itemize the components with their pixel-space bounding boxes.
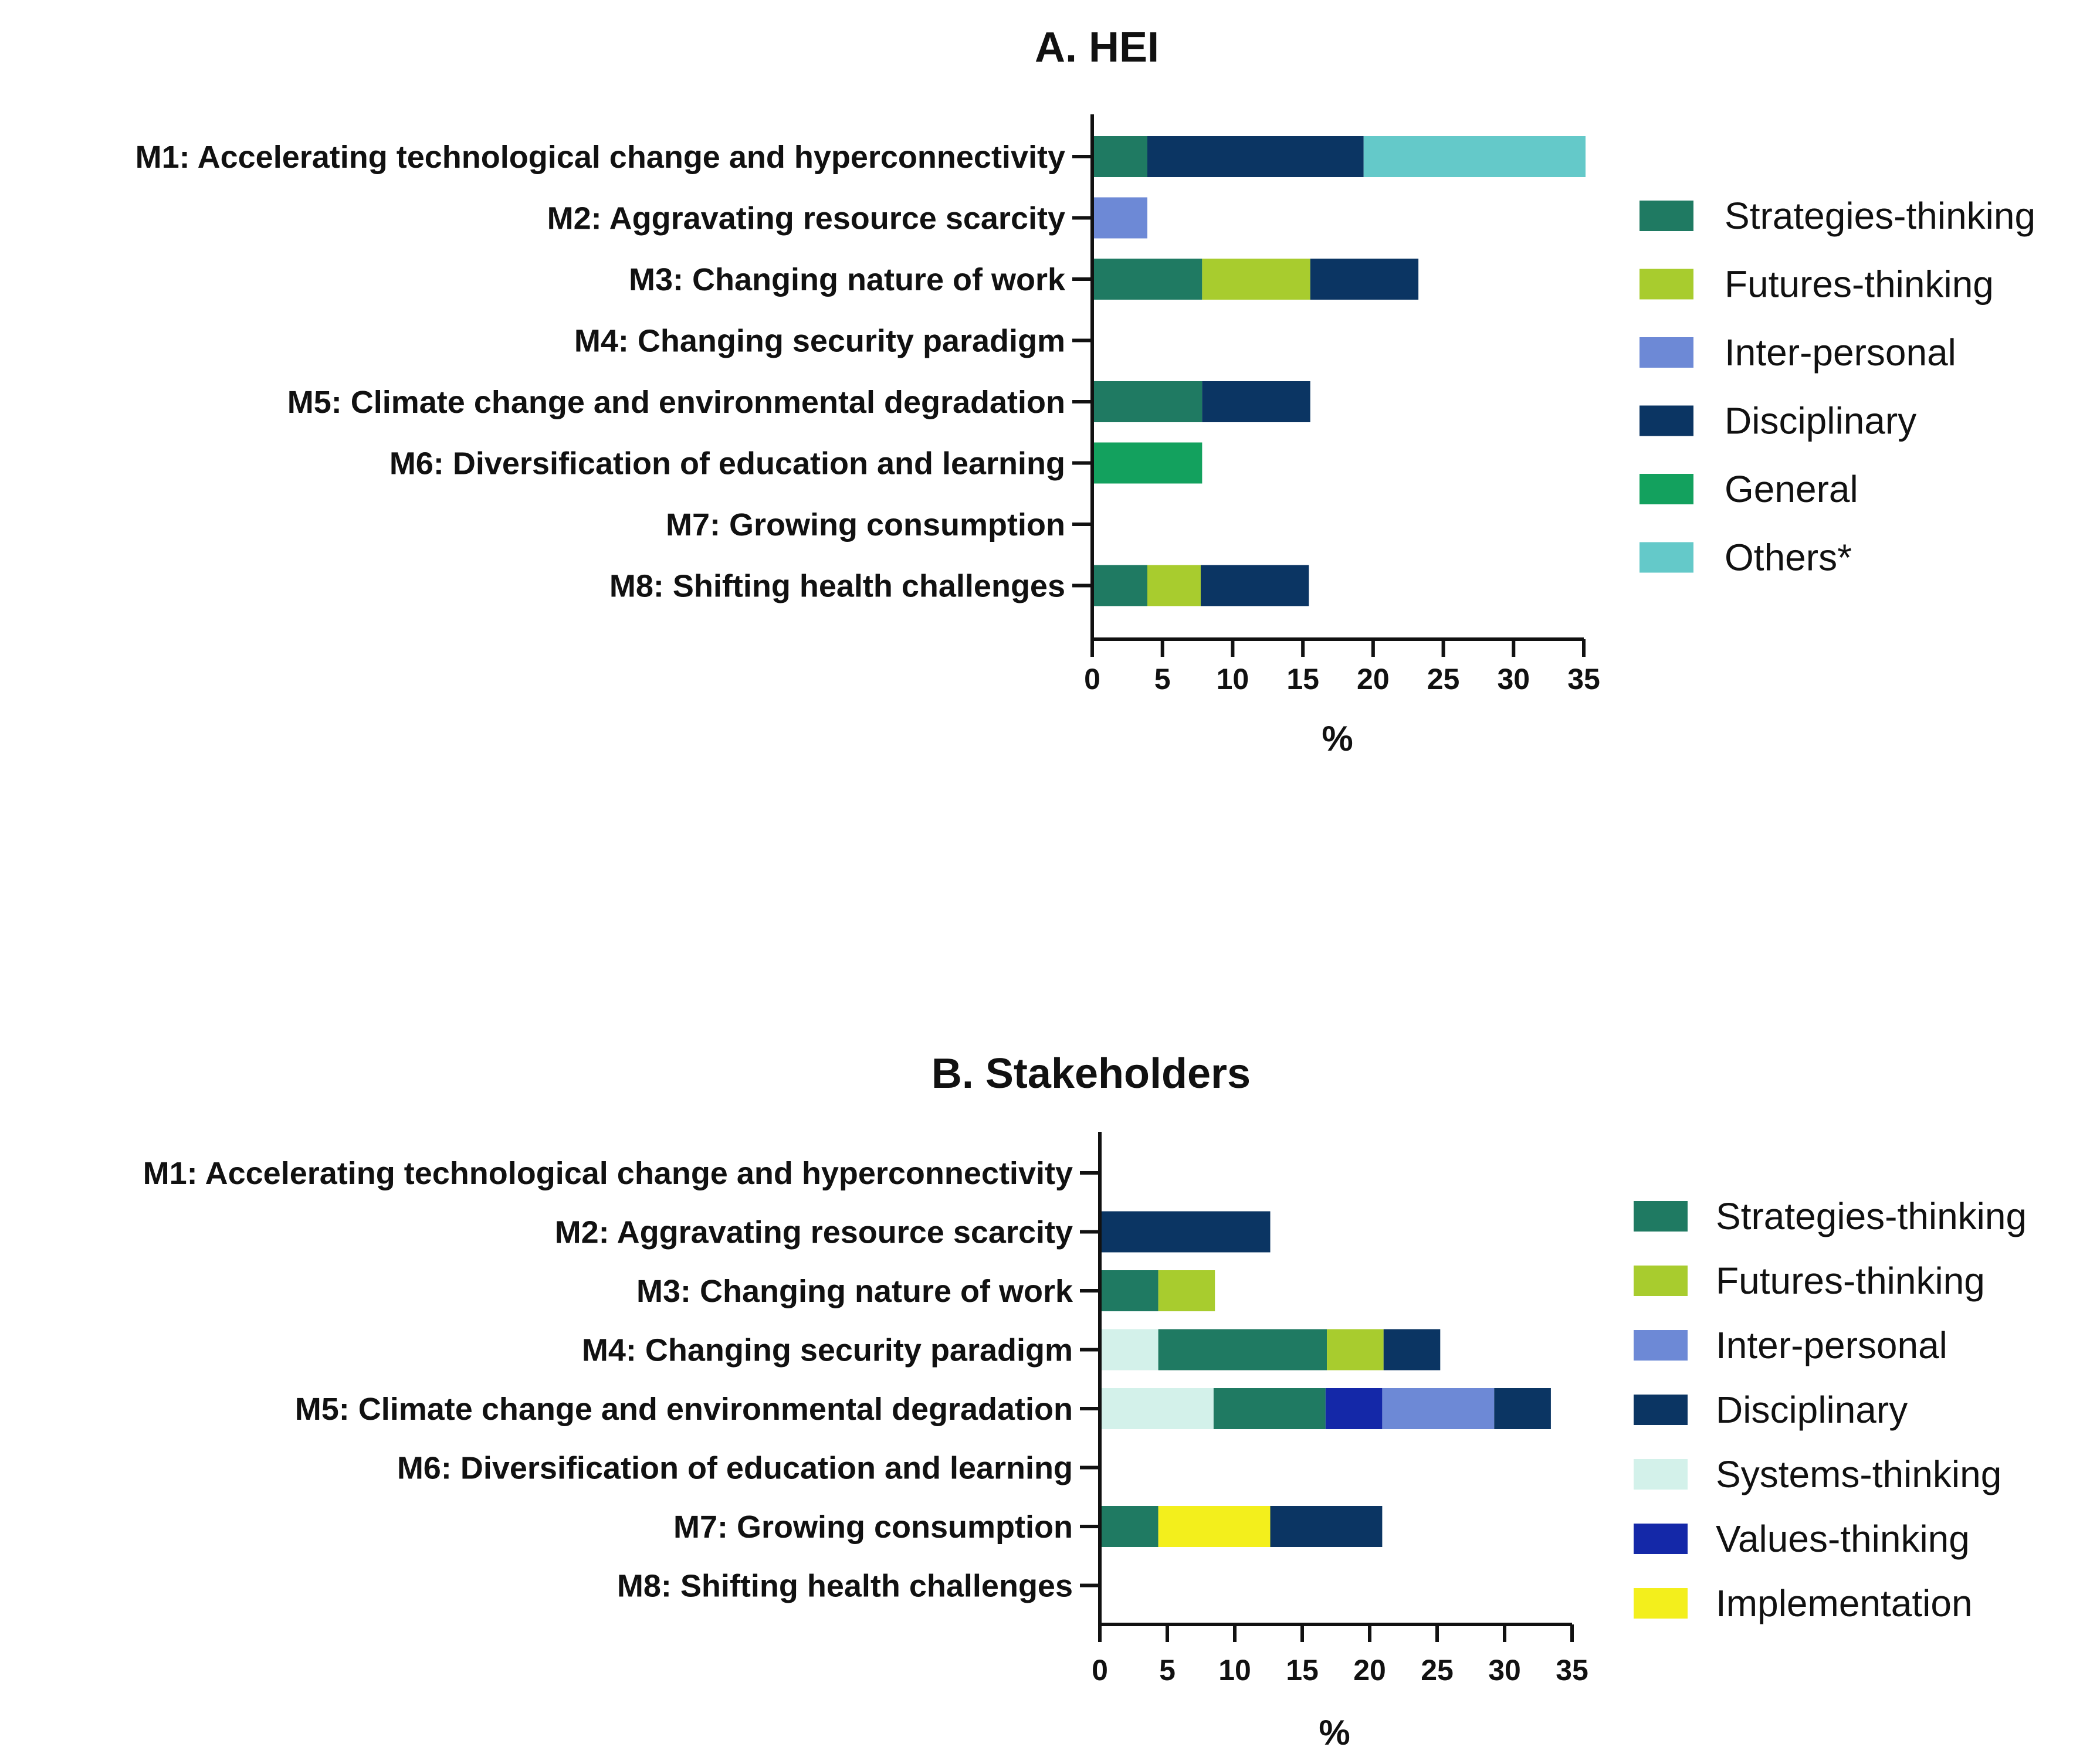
bar-hei-m8-futures-thinking [1147, 565, 1201, 606]
bar-stakeholders-m2-disciplinary [1102, 1211, 1271, 1253]
x-tick-label-hei-30: 30 [1497, 663, 1530, 696]
bar-stakeholders-m5-values-thinking [1325, 1388, 1383, 1429]
legend-swatch-stakeholders-inter-personal [1634, 1330, 1688, 1361]
legend-label-hei-inter-personal: Inter-personal [1725, 331, 1956, 374]
bar-stakeholders-m4-strategies-thinking [1158, 1329, 1327, 1371]
bar-hei-m8-strategies-thinking [1094, 565, 1147, 606]
bar-stakeholders-m7-implementation [1158, 1506, 1271, 1547]
legend-label-hei-futures-thinking: Futures-thinking [1725, 263, 1994, 306]
x-tick-label-stakeholders-35: 35 [1556, 1654, 1588, 1687]
legend-label-stakeholders-futures-thinking: Futures-thinking [1716, 1260, 1985, 1302]
bar-stakeholders-m7-strategies-thinking [1102, 1506, 1159, 1547]
legend-swatch-hei-others [1640, 542, 1693, 573]
bar-hei-m5-strategies-thinking [1094, 381, 1202, 422]
category-label-hei-m5: M5: Climate change and environmental deg… [287, 385, 1065, 420]
bar-hei-m3-disciplinary [1310, 259, 1419, 300]
category-label-hei-m3: M3: Changing nature of work [629, 262, 1066, 297]
x-tick-label-hei-25: 25 [1427, 663, 1460, 696]
category-label-hei-m2: M2: Aggravating resource scarcity [547, 201, 1065, 236]
bar-stakeholders-m3-futures-thinking [1158, 1270, 1215, 1311]
legend-swatch-stakeholders-implementation [1634, 1588, 1688, 1619]
bar-hei-m1-disciplinary [1147, 136, 1364, 177]
bar-stakeholders-m5-systems-thinking [1102, 1388, 1214, 1429]
bar-stakeholders-m4-systems-thinking [1102, 1329, 1159, 1371]
category-label-hei-m6: M6: Diversification of education and lea… [389, 446, 1065, 481]
legend-swatch-stakeholders-futures-thinking [1634, 1266, 1688, 1296]
legend-swatch-hei-inter-personal [1640, 337, 1693, 368]
bar-stakeholders-m4-disciplinary [1383, 1329, 1441, 1371]
legend-swatch-hei-futures-thinking [1640, 269, 1693, 300]
x-tick-label-hei-15: 15 [1286, 663, 1319, 696]
bar-stakeholders-m7-disciplinary [1270, 1506, 1383, 1547]
x-tick-label-hei-10: 10 [1217, 663, 1249, 696]
legend-label-hei-strategies-thinking: Strategies-thinking [1725, 195, 2035, 237]
legend-label-stakeholders-inter-personal: Inter-personal [1716, 1324, 1947, 1366]
bar-stakeholders-m5-strategies-thinking [1213, 1388, 1326, 1429]
legend-swatch-hei-general [1640, 474, 1693, 504]
legend-label-stakeholders-disciplinary: Disciplinary [1716, 1389, 1908, 1431]
category-label-stakeholders-m4: M4: Changing security paradigm [582, 1333, 1073, 1368]
legend-swatch-stakeholders-disciplinary [1634, 1395, 1688, 1425]
legend-label-stakeholders-strategies-thinking: Strategies-thinking [1716, 1195, 2027, 1237]
x-tick-label-hei-5: 5 [1154, 663, 1171, 696]
chart-title-hei: A. HEI [1035, 24, 1159, 71]
category-label-stakeholders-m8: M8: Shifting health challenges [617, 1569, 1073, 1604]
legend-label-stakeholders-systems-thinking: Systems-thinking [1716, 1453, 2001, 1495]
legend-swatch-stakeholders-systems-thinking [1634, 1459, 1688, 1490]
x-tick-label-stakeholders-30: 30 [1488, 1654, 1521, 1687]
legend-swatch-hei-disciplinary [1640, 405, 1693, 436]
bar-hei-m6-general [1094, 442, 1202, 484]
x-tick-label-stakeholders-20: 20 [1353, 1654, 1386, 1687]
chart-title-stakeholders: B. Stakeholders [931, 1050, 1251, 1097]
category-label-stakeholders-m1: M1: Accelerating technological change an… [143, 1156, 1073, 1191]
bar-stakeholders-m5-disciplinary [1494, 1388, 1551, 1429]
legend-label-stakeholders-implementation: Implementation [1716, 1582, 1973, 1624]
legend-swatch-hei-strategies-thinking [1640, 201, 1693, 231]
category-label-stakeholders-m3: M3: Changing nature of work [636, 1274, 1073, 1309]
x-tick-label-stakeholders-5: 5 [1159, 1654, 1176, 1687]
x-tick-label-stakeholders-25: 25 [1421, 1654, 1454, 1687]
category-label-stakeholders-m7: M7: Growing consumption [673, 1509, 1073, 1545]
bar-hei-m1-others [1363, 136, 1586, 177]
bar-hei-m5-disciplinary [1202, 381, 1310, 422]
bar-stakeholders-m3-strategies-thinking [1102, 1270, 1159, 1311]
category-label-stakeholders-m5: M5: Climate change and environmental deg… [295, 1392, 1073, 1427]
bar-hei-m3-strategies-thinking [1094, 259, 1202, 300]
bar-hei-m8-disciplinary [1200, 565, 1309, 606]
bar-stakeholders-m4-futures-thinking [1327, 1329, 1384, 1371]
x-axis-label-hei: % [1322, 719, 1353, 758]
category-label-hei-m7: M7: Growing consumption [666, 507, 1065, 542]
category-label-hei-m8: M8: Shifting health challenges [609, 569, 1065, 604]
x-tick-label-hei-20: 20 [1357, 663, 1390, 696]
bar-hei-m1-strategies-thinking [1094, 136, 1147, 177]
bar-stakeholders-m5-inter-personal [1382, 1388, 1495, 1429]
legend-swatch-stakeholders-values-thinking [1634, 1524, 1688, 1554]
legend-label-hei-others: Others* [1725, 537, 1852, 579]
bar-hei-m2-inter-personal [1094, 197, 1147, 239]
category-label-stakeholders-m6: M6: Diversification of education and lea… [397, 1451, 1073, 1486]
category-label-stakeholders-m2: M2: Aggravating resource scarcity [555, 1215, 1073, 1250]
panel-hei: A. HEI M1: Accelerating technological cha… [136, 24, 2035, 758]
panel-stakeholders: B. Stakeholders M1: Accelerating technolo… [143, 1050, 2027, 1752]
x-tick-label-hei-0: 0 [1084, 663, 1100, 696]
legend-label-hei-disciplinary: Disciplinary [1725, 400, 1916, 442]
category-label-hei-m4: M4: Changing security paradigm [574, 324, 1065, 359]
x-tick-label-hei-35: 35 [1567, 663, 1600, 696]
x-tick-label-stakeholders-10: 10 [1218, 1654, 1251, 1687]
x-tick-label-stakeholders-15: 15 [1286, 1654, 1319, 1687]
legend-label-hei-general: General [1725, 468, 1858, 510]
x-tick-label-stakeholders-0: 0 [1092, 1654, 1108, 1687]
category-label-hei-m1: M1: Accelerating technological change an… [136, 140, 1065, 175]
legend-swatch-stakeholders-strategies-thinking [1634, 1201, 1688, 1232]
bar-hei-m3-futures-thinking [1202, 259, 1310, 300]
legend-label-stakeholders-values-thinking: Values-thinking [1716, 1518, 1970, 1560]
x-axis-label-stakeholders: % [1319, 1713, 1350, 1752]
